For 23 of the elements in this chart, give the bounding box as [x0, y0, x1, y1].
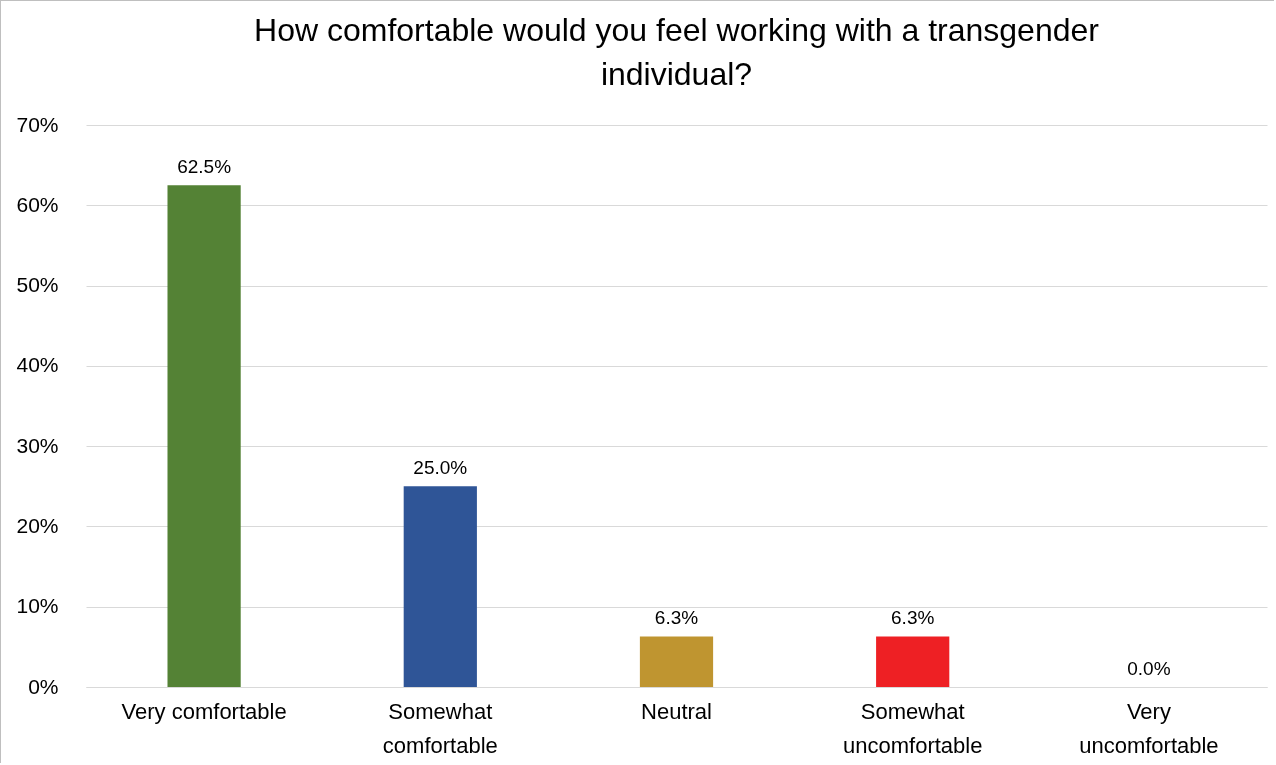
- data-label: 0.0%: [1127, 658, 1171, 679]
- y-tick-label: 50%: [16, 273, 59, 297]
- bar: [639, 636, 714, 687]
- x-tick-label: Somewhat comfortable: [382, 698, 498, 758]
- bar: [876, 636, 950, 687]
- y-tick-label: 30%: [16, 433, 59, 457]
- data-label: 25.0%: [413, 457, 468, 479]
- bar: [167, 185, 241, 687]
- y-tick-label: 0%: [28, 674, 59, 698]
- x-tick-label: Somewhat uncomfortable: [842, 698, 983, 758]
- data-label: 6.3%: [891, 607, 935, 629]
- y-tick-label: 60%: [16, 192, 59, 216]
- x-tick-label: Very comfortable: [121, 698, 287, 724]
- x-tick-label: Neutral: [641, 698, 712, 724]
- data-label: 62.5%: [177, 156, 232, 178]
- x-tick-label: Very uncomfortable: [1079, 698, 1219, 758]
- chart-title: How comfortable would you feel working with a transgender individual?: [254, 12, 1100, 92]
- data-label: 6.3%: [654, 607, 699, 629]
- bar: [403, 486, 477, 687]
- y-tick-label: 20%: [16, 513, 59, 537]
- y-tick-label: 40%: [16, 353, 59, 377]
- y-tick-label: 10%: [16, 594, 59, 618]
- y-tick-label: 70%: [16, 112, 59, 136]
